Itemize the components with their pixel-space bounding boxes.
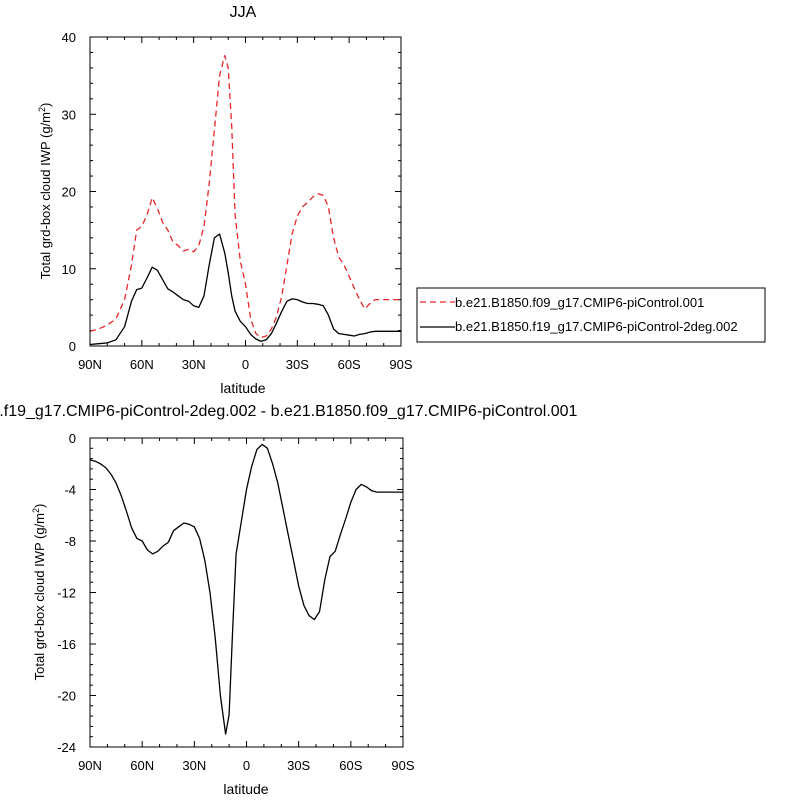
bottom-x-axis-label: latitude	[223, 781, 268, 797]
y-tick-label: 0	[69, 339, 76, 354]
series-line-2	[89, 233, 401, 346]
bottom-plot-frame	[89, 437, 404, 748]
x-tick-label: 90S	[391, 758, 414, 773]
x-tick-label: 60N	[130, 357, 154, 372]
top-plot-frame	[89, 36, 402, 347]
top-chart: JJA 90N 60N 30N 0 30S 60S 90S 0 10 20 30 40 latitud…	[37, 4, 766, 396]
y-tick-label: 40	[62, 30, 76, 45]
y-tick-label: 20	[62, 185, 76, 200]
top-chart-title: JJA	[230, 4, 257, 21]
y-tick-label: -20	[57, 689, 76, 704]
x-tick-label: 90N	[78, 758, 102, 773]
y-tick-label: -24	[57, 740, 76, 755]
y-tick-label: 30	[62, 107, 76, 122]
y-tick-label: -4	[64, 483, 76, 498]
series-line-1	[89, 443, 403, 735]
y-tick-label: -16	[57, 637, 76, 652]
top-y-axis-label-main: Total grd-box cloud IWP (g/m	[38, 112, 53, 279]
legend-label-series-1: b.e21.B1850.f09_g17.CMIP6-piControl.001	[455, 295, 704, 310]
top-y-axis-label: Total grd-box cloud IWP (g/m2)	[37, 103, 53, 280]
top-plot-area: 90N 60N 30N 0 30S 60S 90S 0 10 20 30 40	[62, 30, 413, 372]
series-line-1	[89, 54, 401, 339]
bottom-y-axis-label-end: )	[32, 504, 47, 508]
top-legend: b.e21.B1850.f09_g17.CMIP6-piControl.001 …	[416, 287, 766, 343]
x-tick-label: 90S	[389, 357, 412, 372]
bottom-chart-title: b.e21.B1850.f19_g17.CMIP6-piControl-2deg…	[0, 403, 578, 420]
y-tick-label: -12	[57, 586, 76, 601]
bottom-y-axis-label-superscript: 2	[31, 508, 41, 513]
x-tick-label: 0	[243, 758, 250, 773]
bottom-chart: b.e21.B1850.f19_g17.CMIP6-piControl-2deg…	[0, 403, 578, 797]
y-tick-label: 0	[69, 431, 76, 446]
top-y-axis-label-superscript: 2	[37, 107, 47, 112]
bottom-y-axis-label-main: Total grd-box cloud IWP (g/m	[32, 513, 47, 680]
x-tick-label: 30N	[182, 357, 206, 372]
bottom-y-axis-label: Total grd-box cloud IWP (g/m2)	[31, 504, 47, 681]
x-tick-label: 60N	[130, 758, 154, 773]
x-tick-label: 30S	[286, 357, 309, 372]
legend-box	[416, 287, 766, 343]
y-tick-label: -8	[64, 534, 76, 549]
top-x-axis-label: latitude	[220, 380, 265, 396]
x-tick-label: 60S	[339, 758, 362, 773]
x-tick-label: 60S	[338, 357, 361, 372]
x-tick-label: 90N	[78, 357, 102, 372]
x-tick-label: 30S	[287, 758, 310, 773]
y-tick-label: 10	[62, 262, 76, 277]
x-tick-label: 30N	[182, 758, 206, 773]
bottom-plot-area: 90N 60N 30N 0 30S 60S 90S 0 -4 -8 -12 -16 -20 -24	[57, 431, 415, 773]
legend-label-series-2: b.e21.B1850.f19_g17.CMIP6-piControl-2deg…	[455, 319, 738, 334]
x-tick-label: 0	[242, 357, 249, 372]
top-y-axis-label-end: )	[38, 103, 53, 107]
